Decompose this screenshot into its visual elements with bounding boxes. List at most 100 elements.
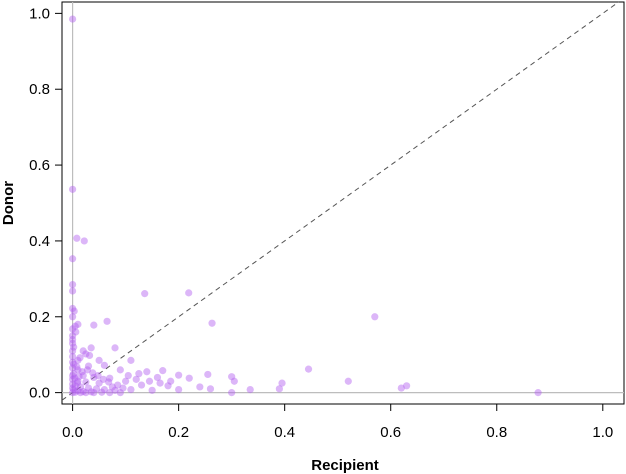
- data-point: [75, 373, 83, 381]
- data-point: [73, 234, 81, 242]
- data-point: [70, 307, 78, 315]
- data-point: [156, 379, 164, 387]
- data-point: [98, 388, 106, 396]
- data-point: [114, 381, 122, 389]
- data-point: [69, 304, 77, 313]
- data-point: [82, 389, 90, 397]
- data-point: [76, 354, 84, 362]
- data-point: [71, 388, 79, 396]
- data-point: [175, 371, 183, 379]
- data-point: [69, 371, 77, 380]
- data-point: [74, 356, 82, 364]
- data-point: [84, 384, 93, 392]
- data-point: [79, 347, 87, 355]
- data-point: [85, 351, 94, 360]
- data-point: [69, 185, 77, 193]
- data-point: [72, 328, 80, 336]
- data-point: [228, 373, 236, 381]
- data-point: [116, 366, 124, 374]
- data-point: [208, 319, 216, 327]
- data-point: [185, 289, 193, 297]
- data-point: [69, 375, 77, 383]
- data-point: [132, 375, 140, 383]
- data-point: [82, 350, 90, 358]
- data-point: [69, 347, 77, 355]
- x-tick-label: 0.4: [274, 424, 295, 441]
- data-point: [90, 373, 98, 382]
- data-point: [100, 385, 109, 394]
- data-point: [69, 389, 77, 397]
- data-point: [153, 373, 162, 382]
- data-point: [230, 377, 238, 385]
- data-point: [70, 343, 78, 351]
- data-point: [69, 332, 77, 340]
- data-point: [69, 255, 77, 263]
- data-point: [127, 385, 135, 394]
- data-point: [111, 344, 119, 352]
- data-point: [228, 389, 236, 397]
- data-point: [70, 385, 78, 394]
- data-point: [69, 384, 77, 392]
- data-point: [69, 352, 77, 361]
- data-point: [92, 385, 101, 393]
- data-point: [534, 389, 542, 397]
- y-tick-label: 0.8: [29, 81, 50, 98]
- data-point: [69, 280, 77, 289]
- data-point: [275, 385, 283, 393]
- data-point: [159, 367, 167, 375]
- data-point: [69, 313, 77, 321]
- data-point: [135, 370, 143, 378]
- data-point: [403, 382, 411, 390]
- data-point: [397, 384, 405, 392]
- data-point: [82, 378, 90, 386]
- data-point: [89, 369, 97, 377]
- data-point: [74, 377, 82, 385]
- data-point: [70, 370, 78, 378]
- x-tick-label: 0.6: [380, 424, 401, 441]
- data-point: [76, 383, 85, 391]
- data-point: [80, 237, 88, 245]
- data-point: [79, 371, 87, 380]
- data-point: [69, 380, 77, 388]
- data-point: [95, 356, 103, 364]
- data-point: [83, 366, 92, 374]
- data-point: [74, 366, 82, 374]
- data-point: [69, 364, 77, 372]
- data-point: [69, 358, 77, 366]
- data-point: [100, 361, 109, 369]
- data-point: [106, 389, 114, 397]
- data-point: [204, 370, 212, 379]
- y-axis-title: Donor: [0, 181, 17, 225]
- y-axis: 0.0 0.2 0.4 0.6 0.8 1.0: [29, 5, 62, 402]
- data-point: [90, 321, 98, 329]
- data-point: [71, 322, 79, 330]
- data-point: [108, 383, 116, 391]
- y-tick-label: 0.6: [29, 157, 50, 174]
- data-point: [69, 15, 77, 23]
- data-point: [84, 362, 93, 370]
- x-tick-label: 0.2: [168, 424, 189, 441]
- x-axis-title: Recipient: [311, 457, 379, 474]
- plot-frame: [61, 1, 625, 405]
- data-point: [246, 385, 254, 394]
- data-point: [127, 356, 135, 364]
- data-point: [74, 320, 82, 328]
- x-tick-label: 0.8: [486, 424, 507, 441]
- data-point: [371, 313, 379, 321]
- data-point: [141, 290, 149, 298]
- data-point: [69, 339, 77, 347]
- data-points: [69, 15, 542, 397]
- x-axis: 0.0 0.2 0.4 0.6 0.8 1.0: [62, 404, 613, 441]
- x-tick-label: 1.0: [592, 424, 613, 441]
- data-point: [304, 365, 313, 373]
- data-point: [106, 374, 114, 382]
- data-point: [73, 379, 81, 387]
- data-point: [137, 381, 146, 389]
- y-tick-label: 1.0: [29, 5, 50, 22]
- data-point: [148, 386, 156, 394]
- data-point: [94, 371, 102, 380]
- data-point: [99, 375, 107, 383]
- data-point: [111, 386, 119, 394]
- data-point: [143, 368, 151, 376]
